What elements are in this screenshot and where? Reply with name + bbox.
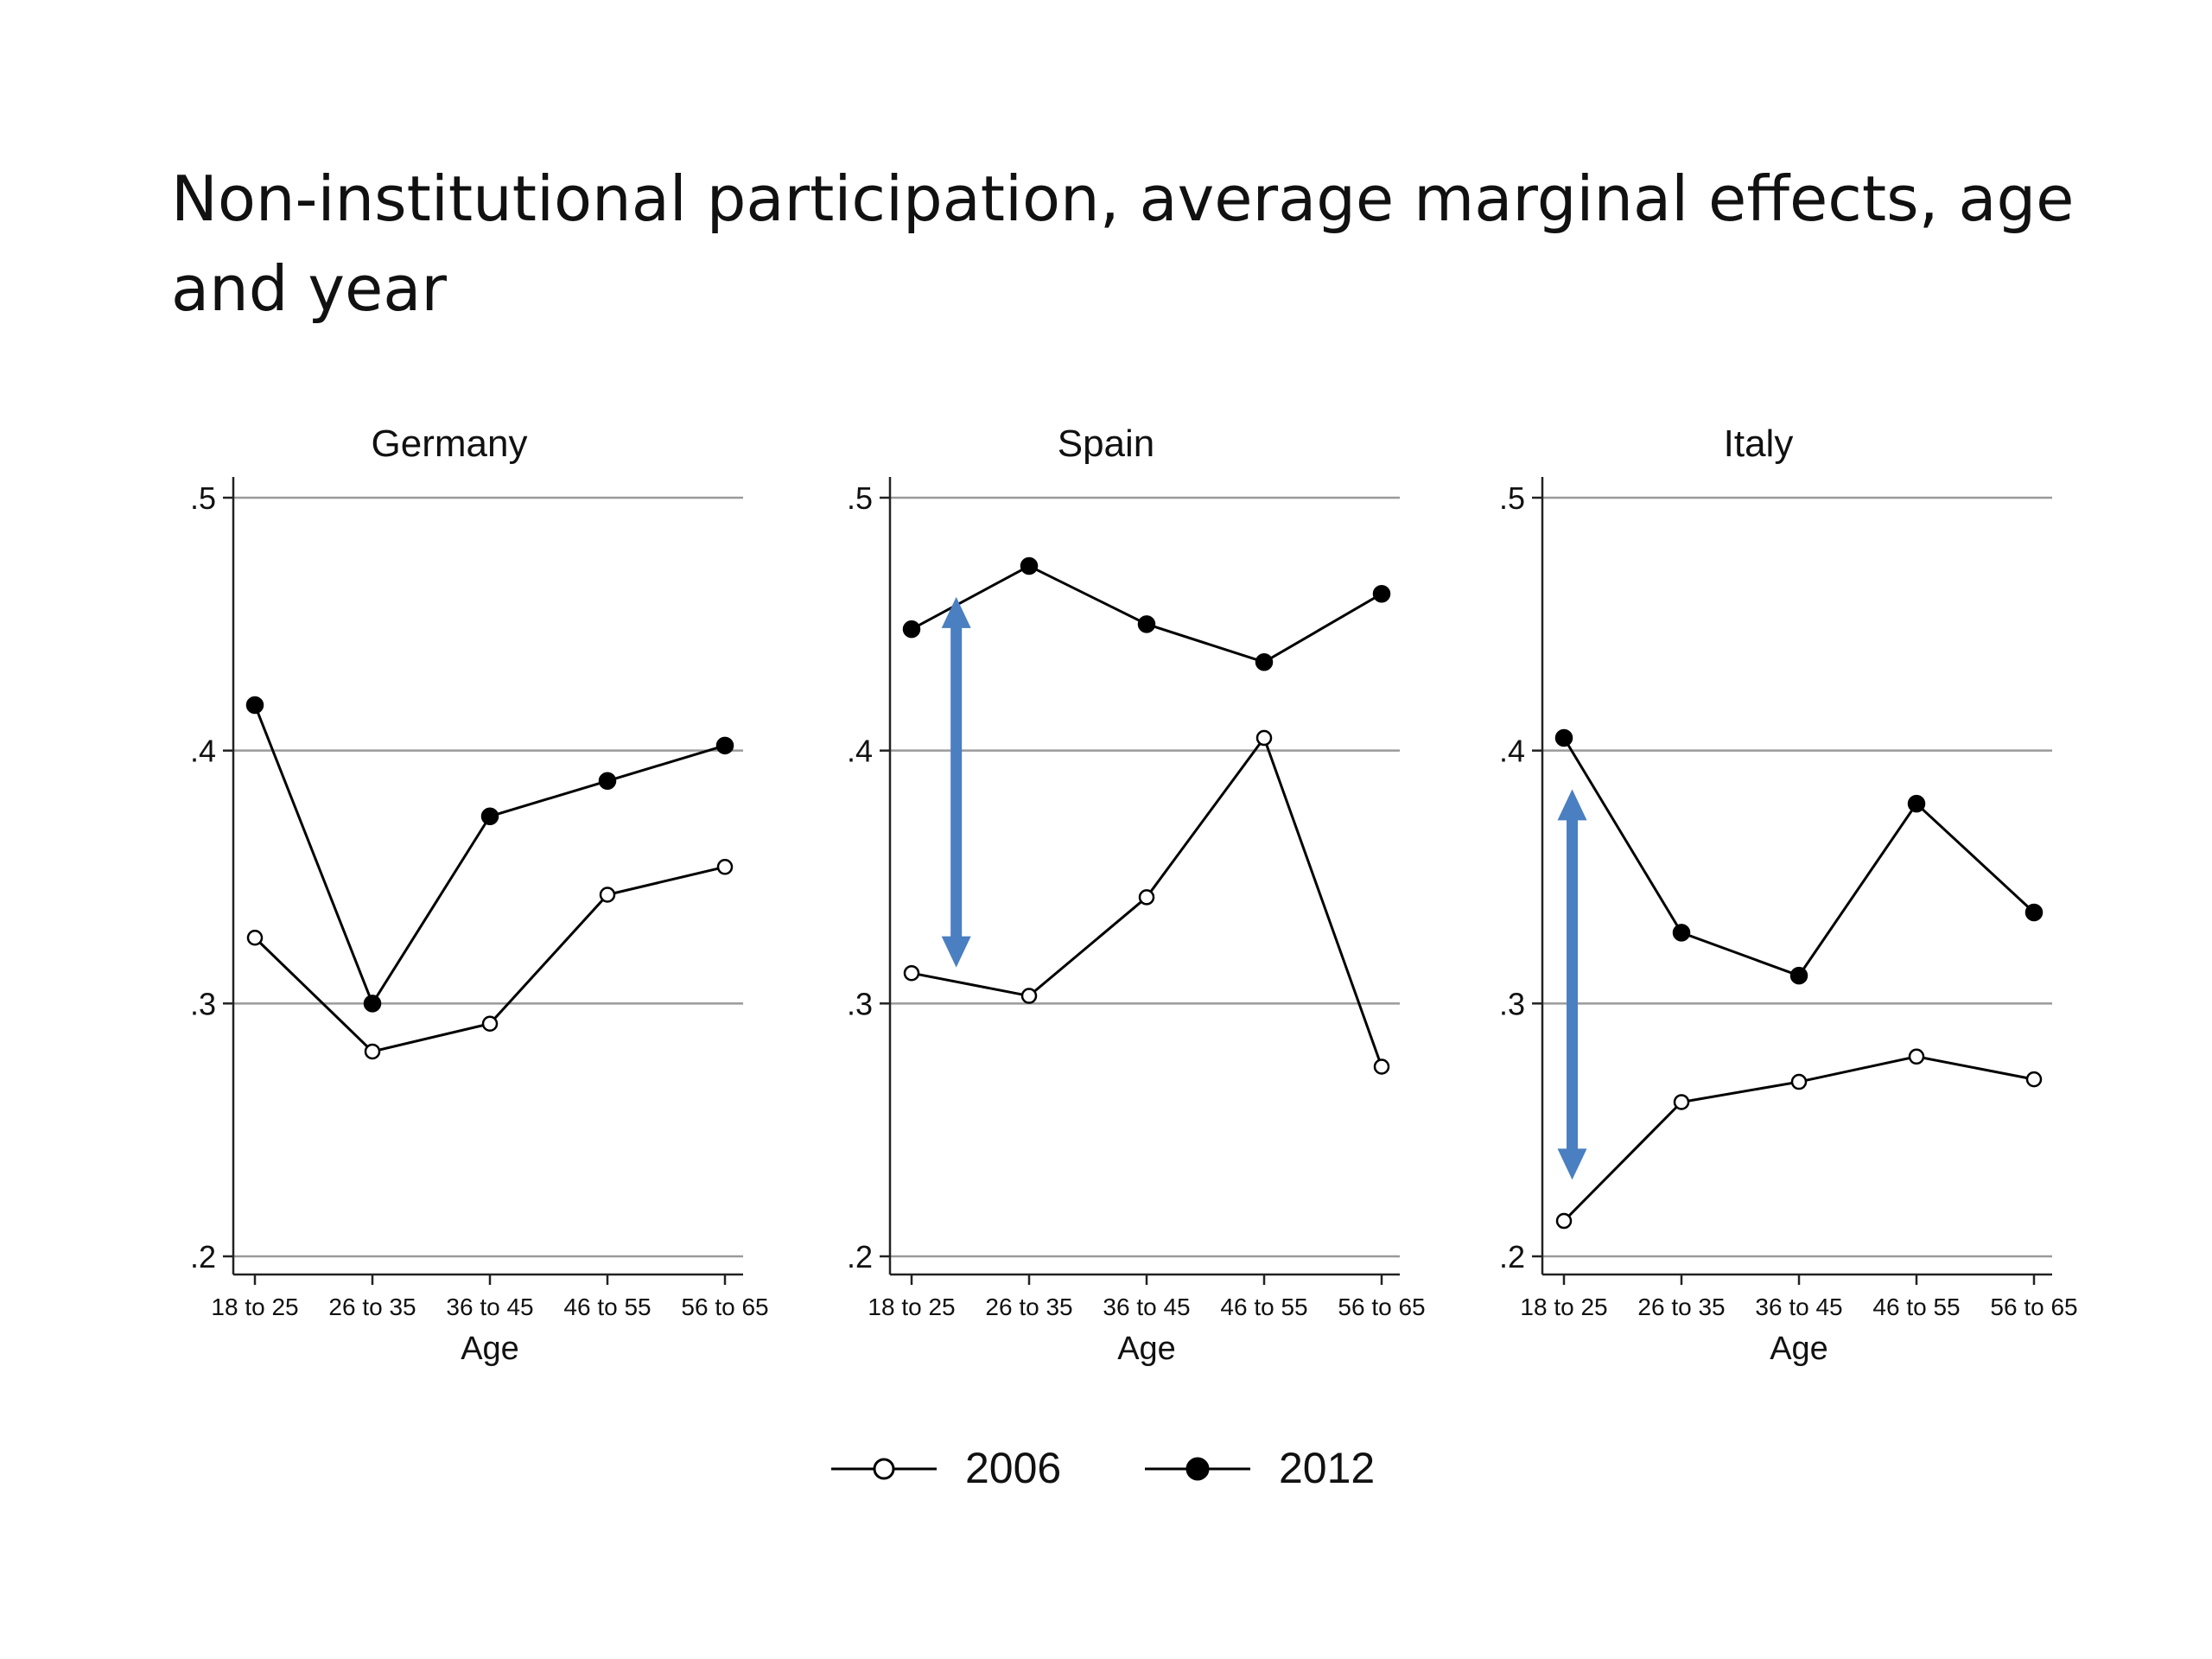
y-tick-label: .5 xyxy=(1499,480,1525,516)
x-tick-label: 18 to 25 xyxy=(211,1294,298,1320)
data-point-2006 xyxy=(481,1015,499,1032)
data-point-2006 xyxy=(1908,1048,1925,1065)
series-line-2012 xyxy=(1562,737,2036,977)
x-tick-label: 36 to 45 xyxy=(446,1294,533,1320)
y-tick-label: .3 xyxy=(1499,986,1525,1021)
data-point-2006 xyxy=(1555,1212,1573,1230)
y-tick-label: .2 xyxy=(190,1239,216,1274)
arrow-head-up xyxy=(941,596,971,628)
y-tick-label: .5 xyxy=(847,480,873,516)
data-point-2012 xyxy=(1255,652,1274,671)
chart-legend: 2006 2012 xyxy=(831,1444,1375,1492)
data-point-2012 xyxy=(245,696,264,715)
x-tick-label: 56 to 65 xyxy=(681,1294,768,1320)
x-tick-label: 36 to 45 xyxy=(1103,1294,1190,1320)
data-point-2006 xyxy=(246,929,264,946)
series-line-2012 xyxy=(911,564,1382,664)
legend-marker xyxy=(1185,1457,1210,1481)
y-tick-label: .2 xyxy=(847,1239,873,1274)
data-point-2012 xyxy=(1137,615,1156,633)
gap-arrow xyxy=(941,596,971,968)
chart-panels: Germany .2 .3 .4 .5 18 to 25 26 to 35 36 to 45 4… xyxy=(190,423,2078,1367)
data-point-2012 xyxy=(1789,966,1808,985)
panel-title: Spain xyxy=(1058,423,1155,465)
data-point-2012 xyxy=(1020,556,1039,575)
gap-arrow xyxy=(1557,789,1587,1180)
x-tick-label: 56 to 65 xyxy=(1990,1294,2077,1320)
data-point-2006 xyxy=(903,964,920,982)
x-axis-label: Age xyxy=(1117,1331,1176,1367)
panel-italy: Italy .2 .3 .4 .5 18 to 25 26 to 35 36 to 45 46 … xyxy=(1499,423,2078,1367)
x-tick-label: 46 to 55 xyxy=(1220,1294,1307,1320)
x-tick-label: 36 to 45 xyxy=(1755,1294,1842,1320)
data-point-2006 xyxy=(1673,1094,1690,1110)
legend-item-2012: 2012 xyxy=(1145,1444,1375,1492)
legend-marker xyxy=(873,1458,895,1480)
arrow-head-up xyxy=(1557,789,1587,821)
data-point-2012 xyxy=(598,772,617,791)
data-point-2012 xyxy=(1372,584,1391,603)
panel-title: Italy xyxy=(1724,423,1794,465)
x-tick-label: 18 to 25 xyxy=(868,1294,955,1320)
y-tick-label: .4 xyxy=(190,734,216,769)
y-tick-label: .3 xyxy=(847,986,873,1021)
panel-germany: Germany .2 .3 .4 .5 18 to 25 26 to 35 36 to 45 4… xyxy=(190,423,769,1367)
x-tick-label: 18 to 25 xyxy=(1520,1294,1607,1320)
data-point-2006 xyxy=(364,1043,381,1060)
arrow-head-down xyxy=(1557,1148,1587,1180)
x-tick-label: 46 to 55 xyxy=(1872,1294,1960,1320)
data-point-2006 xyxy=(1373,1058,1390,1075)
data-point-2006 xyxy=(1020,988,1038,1004)
y-tick-label: .3 xyxy=(190,986,216,1021)
data-point-2012 xyxy=(902,620,921,639)
data-point-2006 xyxy=(2025,1071,2043,1088)
arrow-head-down xyxy=(941,936,971,968)
legend-label: 2006 xyxy=(965,1444,1061,1492)
panel-title: Germany xyxy=(372,423,528,465)
x-axis-label: Age xyxy=(461,1331,519,1367)
y-tick-label: .4 xyxy=(847,734,873,769)
x-tick-label: 26 to 35 xyxy=(985,1294,1072,1320)
data-point-2006 xyxy=(1790,1073,1808,1090)
data-point-2006 xyxy=(599,887,616,903)
x-axis-label: Age xyxy=(1770,1331,1828,1367)
data-point-2012 xyxy=(1907,794,1926,813)
legend-label: 2012 xyxy=(1279,1444,1375,1492)
data-point-2006 xyxy=(1138,889,1155,906)
panel-spain: Spain .2 .3 .4 .5 18 to 25 26 to 35 36 to 45 46 … xyxy=(847,423,1426,1367)
x-tick-label: 56 to 65 xyxy=(1338,1294,1425,1320)
data-point-2012 xyxy=(1554,728,1573,747)
x-tick-label: 26 to 35 xyxy=(328,1294,416,1320)
data-point-2006 xyxy=(716,859,734,875)
y-tick-label: .5 xyxy=(190,480,216,516)
legend-item-2006: 2006 xyxy=(831,1444,1061,1492)
data-point-2012 xyxy=(363,995,382,1013)
y-tick-label: .2 xyxy=(1499,1239,1525,1274)
slide-title: Non-institutional participation, average… xyxy=(171,162,2075,325)
x-tick-label: 46 to 55 xyxy=(563,1294,651,1320)
y-tick-label: .4 xyxy=(1499,734,1525,769)
data-point-2012 xyxy=(2024,903,2044,922)
data-point-2006 xyxy=(1255,729,1273,747)
data-point-2012 xyxy=(715,736,734,755)
x-tick-label: 26 to 35 xyxy=(1637,1294,1725,1320)
data-point-2012 xyxy=(1672,924,1691,942)
data-point-2012 xyxy=(480,807,499,826)
